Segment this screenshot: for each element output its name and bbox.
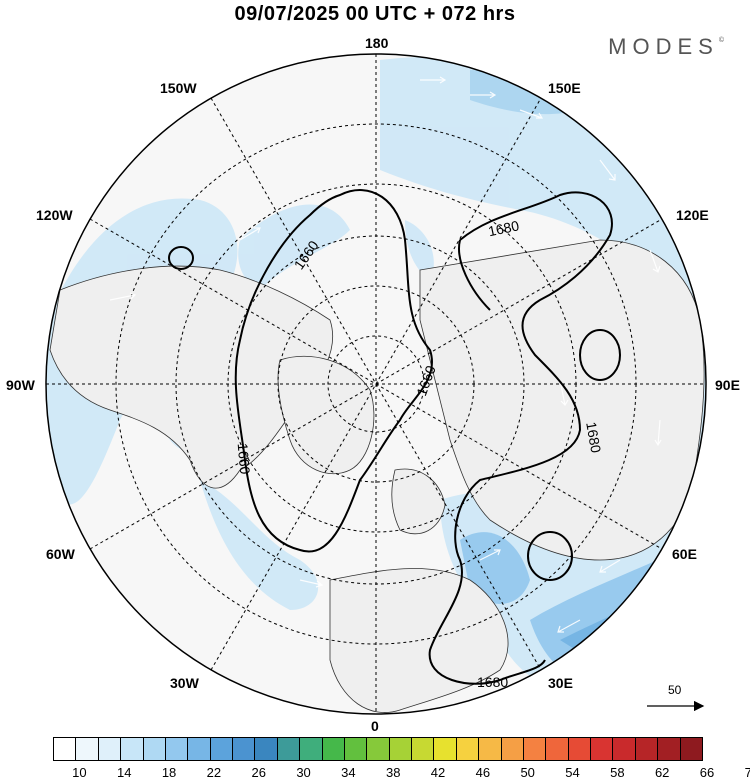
colorbar-tick-label: 42 — [430, 765, 446, 780]
colorbar-cell — [233, 738, 256, 760]
contour-label: 1660 — [235, 442, 254, 475]
colorbar-tick-label: 62 — [654, 765, 670, 780]
lon-label-30w: 30W — [170, 675, 199, 691]
colorbar-tick-label: 14 — [117, 765, 132, 780]
colorbar-tick-label: 38 — [385, 765, 401, 780]
colorbar-cell — [412, 738, 435, 760]
colorbar-cell — [121, 738, 144, 760]
closed-contour-east — [579, 329, 621, 381]
contour-1660 — [234, 189, 433, 553]
colorbar-cell — [523, 738, 547, 760]
map-title: 09/07/2025 00 UTC + 072 hrs — [234, 3, 516, 25]
geopotential-contours — [168, 189, 621, 685]
colorbar-cell — [322, 738, 345, 760]
colorbar-cell — [255, 738, 278, 760]
colorbar-cell — [300, 738, 323, 760]
colorbar-tick-label: 22 — [206, 765, 222, 780]
lon-label-60w: 60W — [46, 546, 75, 562]
colorbar-tick-label: 54 — [565, 765, 580, 780]
contour-1680-east — [428, 191, 613, 685]
lon-label-150e: 150E — [548, 80, 581, 96]
colorbar-cell — [456, 738, 480, 760]
lon-label-90e: 90E — [715, 377, 740, 393]
copyright-icon: © — [718, 37, 724, 44]
colorbar-cell — [501, 738, 524, 760]
colorbar-cell — [165, 738, 189, 760]
colorbar-cell — [76, 738, 99, 760]
logo-text: MODES — [608, 34, 719, 59]
colorbar-cell — [613, 738, 636, 760]
colorbar-cell — [591, 738, 614, 760]
colorbar-cell — [680, 738, 702, 760]
colorbar-cell — [479, 738, 502, 760]
colorbar-tick-label: 30 — [296, 765, 311, 780]
lon-label-180: 180 — [365, 35, 389, 51]
lon-label-30e: 30E — [548, 675, 573, 691]
colorbar-tick-label: 58 — [610, 765, 625, 780]
colorbar-tick-label: 26 — [251, 765, 266, 780]
map-border — [45, 53, 707, 715]
lon-label-90w: 90W — [6, 377, 35, 393]
colorbar-tick-label: 18 — [161, 765, 177, 780]
colorbar-cell — [367, 738, 390, 760]
contour-label: 1680 — [487, 217, 521, 239]
lon-label-120w: 120W — [36, 207, 73, 223]
reference-vector-label: 50 — [668, 683, 682, 697]
colorbar-cell — [635, 738, 659, 760]
colorbar-cell — [658, 738, 681, 760]
colorbar-tick-label: 50 — [520, 765, 535, 780]
colorbar-tick-label: 70 — [744, 765, 750, 780]
contour-label: 1680 — [583, 421, 604, 455]
closed-contour-northwest — [168, 246, 194, 270]
graticule — [46, 54, 706, 714]
colorbar-tick-label: 10 — [72, 765, 87, 780]
colorbar-cell — [434, 738, 457, 760]
colorbar-tick-label: 66 — [699, 765, 715, 780]
lon-label-60e: 60E — [672, 546, 697, 562]
lon-label-0: 0 — [371, 718, 379, 734]
colorbar-cell — [568, 738, 591, 760]
colorbar-tick-label: 34 — [341, 765, 356, 780]
contour-1680-west-start — [458, 239, 491, 311]
colorbar-cell — [546, 738, 569, 760]
modes-logo: MODES© — [608, 34, 724, 60]
colorbar-cell — [143, 738, 166, 760]
lon-label-150w: 150W — [160, 80, 197, 96]
closed-contour-southeast — [527, 531, 573, 581]
lon-label-120e: 120E — [676, 207, 709, 223]
colorbar-cell — [344, 738, 368, 760]
land — [49, 239, 705, 713]
colorbar-cell — [98, 738, 122, 760]
colorbar-cell — [54, 738, 77, 760]
colorbar-cell — [188, 738, 211, 760]
contour-label: 1680 — [477, 674, 508, 690]
colorbar-tick-label: 46 — [475, 765, 491, 780]
colorbar-cell — [210, 738, 233, 760]
colorbar-cell — [389, 738, 412, 760]
colorbar — [53, 737, 703, 761]
colorbar-cell — [277, 738, 301, 760]
map-body: 1660 1660 1660 1680 1680 1680 — [46, 54, 706, 714]
